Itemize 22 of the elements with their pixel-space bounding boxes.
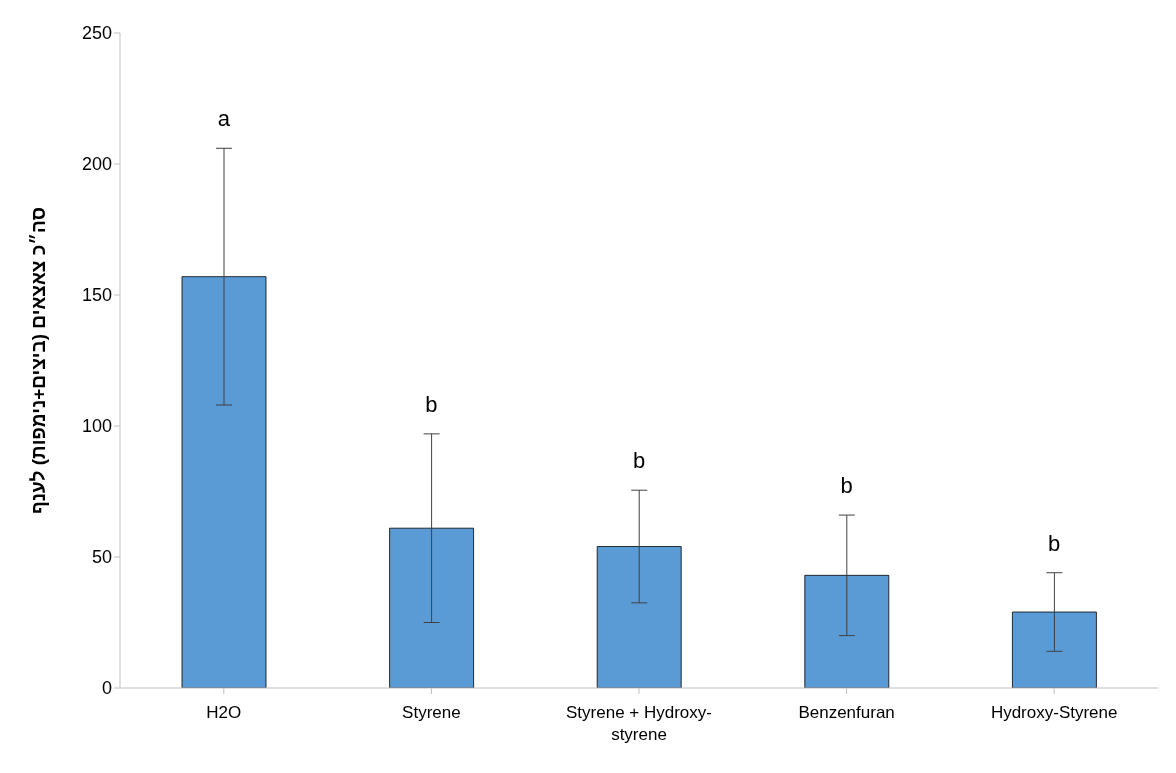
annotation: a xyxy=(217,106,231,132)
x-tick-label: Hydroxy-Styrene xyxy=(990,703,1118,722)
annotation: b xyxy=(1048,530,1061,556)
x-tick-label: Benzenfuran xyxy=(798,703,895,722)
bar xyxy=(596,546,682,688)
annotation: b xyxy=(425,391,438,417)
annotation: b xyxy=(632,448,646,474)
bar xyxy=(181,276,267,688)
y-tick-label: 0 xyxy=(101,678,112,699)
y-tick-label: 200 xyxy=(81,154,112,175)
y-tick-label: 150 xyxy=(81,285,112,306)
annotation: b xyxy=(840,473,853,499)
x-tick-label: H2O xyxy=(206,703,242,722)
x-tick-label: Styrene + Hydroxy-styrene xyxy=(566,703,712,744)
bar xyxy=(804,574,890,688)
y-tick-label: 100 xyxy=(81,416,112,437)
y-axis-title: סה״כ צאצאים (ביצים+נימפות) לענף xyxy=(27,206,49,515)
y-tick-label: 50 xyxy=(91,547,112,568)
bar xyxy=(389,527,474,688)
bar xyxy=(1012,611,1097,688)
x-tick-label: Styrene xyxy=(402,703,461,722)
y-tick-label: 250 xyxy=(81,23,112,44)
